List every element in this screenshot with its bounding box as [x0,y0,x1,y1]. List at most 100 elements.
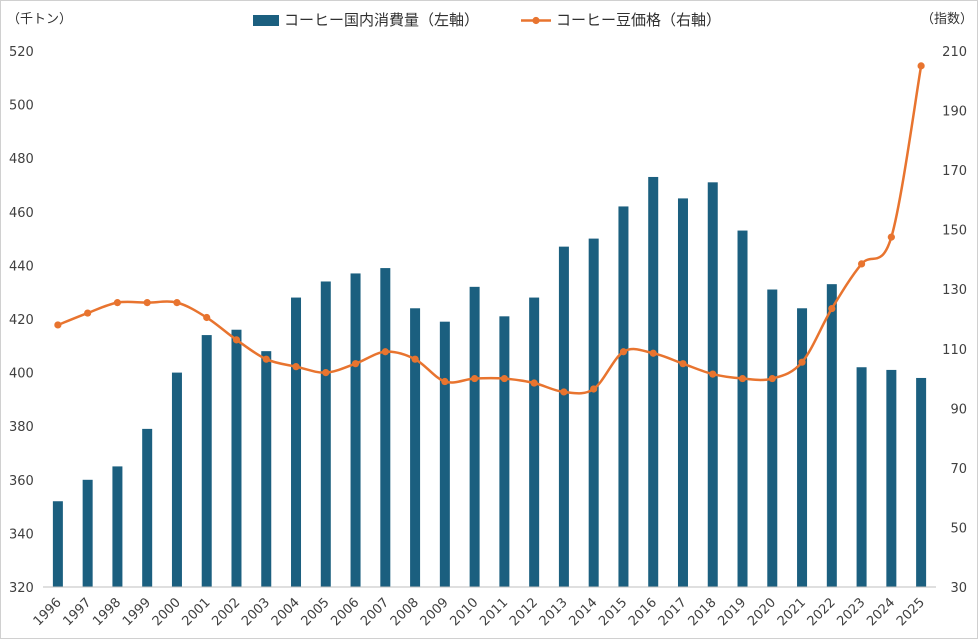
price-point [381,348,389,356]
x-axis-tick-label: 2018 [686,595,720,629]
bar [112,466,123,587]
price-point [54,321,62,329]
x-axis-tick-label: 2013 [537,595,571,629]
x-axis-tick-label: 2000 [150,595,184,629]
right-axis-tick-label: 210 [942,45,967,60]
bar [558,246,569,587]
legend-label-consumption: コーヒー国内消費量（左軸） [284,11,479,29]
left-axis-tick-label: 340 [9,527,34,542]
right-axis-tick-label: 30 [950,581,967,596]
price-point [262,355,270,363]
price-point [232,336,241,344]
bar [886,369,897,587]
left-axis-tick-label: 320 [9,581,34,596]
x-axis-tick-label: 1998 [90,595,124,629]
x-axis-tick-label: 2024 [864,595,898,629]
x-axis-tick-label: 2011 [477,595,511,629]
x-axis-tick-label: 1997 [60,595,94,629]
x-axis-tick-label: 2025 [894,595,928,629]
x-axis-tick-label: 2022 [805,595,839,629]
legend-swatch-consumption [253,15,279,26]
price-point [322,369,330,377]
bar [201,335,212,587]
right-axis-tick-label: 150 [942,224,967,239]
x-axis-tick-label: 2008 [388,595,422,629]
bar [231,329,242,587]
price-point [679,360,687,368]
legend-swatch-price-marker [532,16,540,25]
price-point [441,377,449,386]
bar [767,289,778,587]
bar [261,351,272,587]
right-axis-tick-label: 190 [942,105,967,120]
right-axis-tick-label: 130 [942,283,967,298]
price-point [84,309,92,317]
x-axis-tick-label: 2012 [507,595,541,629]
x-axis-tick-label: 2007 [358,595,392,629]
x-axis-tick-label: 2019 [715,595,749,629]
price-point [173,299,181,307]
price-point [560,388,568,396]
bar [52,501,63,587]
left-axis-tick-label: 500 [9,99,34,114]
right-axis-tick-label: 110 [942,343,967,358]
bar [142,428,153,587]
x-axis-tick-label: 1999 [120,595,154,629]
price-point [500,374,508,383]
left-axis-tick-label: 380 [9,420,34,435]
right-axis-tick-label: 70 [950,462,967,477]
legend-label-price: コーヒー豆価格（右軸） [556,11,721,29]
bar [82,479,93,587]
x-axis-tick-label: 2002 [209,595,243,629]
bar [380,268,391,587]
bar [797,308,808,587]
right-axis-tick-label: 170 [942,164,967,179]
left-axis-tick-label: 440 [9,259,34,274]
x-axis-tick-label: 2020 [745,595,779,629]
bar [826,284,837,587]
x-axis-tick-label: 2021 [775,595,809,629]
x-axis-tick-label: 2015 [596,595,630,629]
price-point [411,355,419,363]
price-line [57,65,923,395]
left-axis-tick-label: 420 [9,313,34,328]
bar [648,176,659,587]
price-point [351,360,360,368]
left-axis-tick-label: 520 [9,45,34,60]
left-axis-tick-label: 480 [9,152,34,167]
bar [439,321,450,587]
left-axis-tick-label: 400 [9,367,34,382]
price-point [530,379,538,387]
bar [916,377,927,587]
bar [499,316,510,587]
bar [707,182,718,587]
bar [469,286,480,587]
price-point [590,385,598,393]
x-axis-tick-label: 2003 [239,595,273,629]
right-axis-tick-label: 50 [950,521,967,536]
x-axis-tick-label: 2006 [328,595,362,629]
price-point [738,374,747,383]
price-point [857,260,866,268]
price-point [709,370,717,378]
price-point [292,363,300,371]
price-point [798,358,806,366]
price-point [471,374,479,383]
x-axis-tick-label: 1996 [31,595,65,629]
x-axis-tick-label: 2009 [418,595,452,629]
x-axis-tick-label: 2014 [567,595,601,629]
x-axis-tick-label: 2023 [834,595,868,629]
price-point [768,374,776,383]
price-point [887,233,895,241]
bar [677,198,688,587]
left-axis-unit: （千トン） [7,12,72,27]
left-axis-tick-label: 360 [9,474,34,489]
bar [410,308,421,587]
bar [291,297,302,587]
right-axis-unit: （指数） [921,12,973,27]
left-axis-tick-label: 460 [9,206,34,221]
price-point [143,299,151,307]
bar [171,372,182,587]
bar [618,206,629,587]
